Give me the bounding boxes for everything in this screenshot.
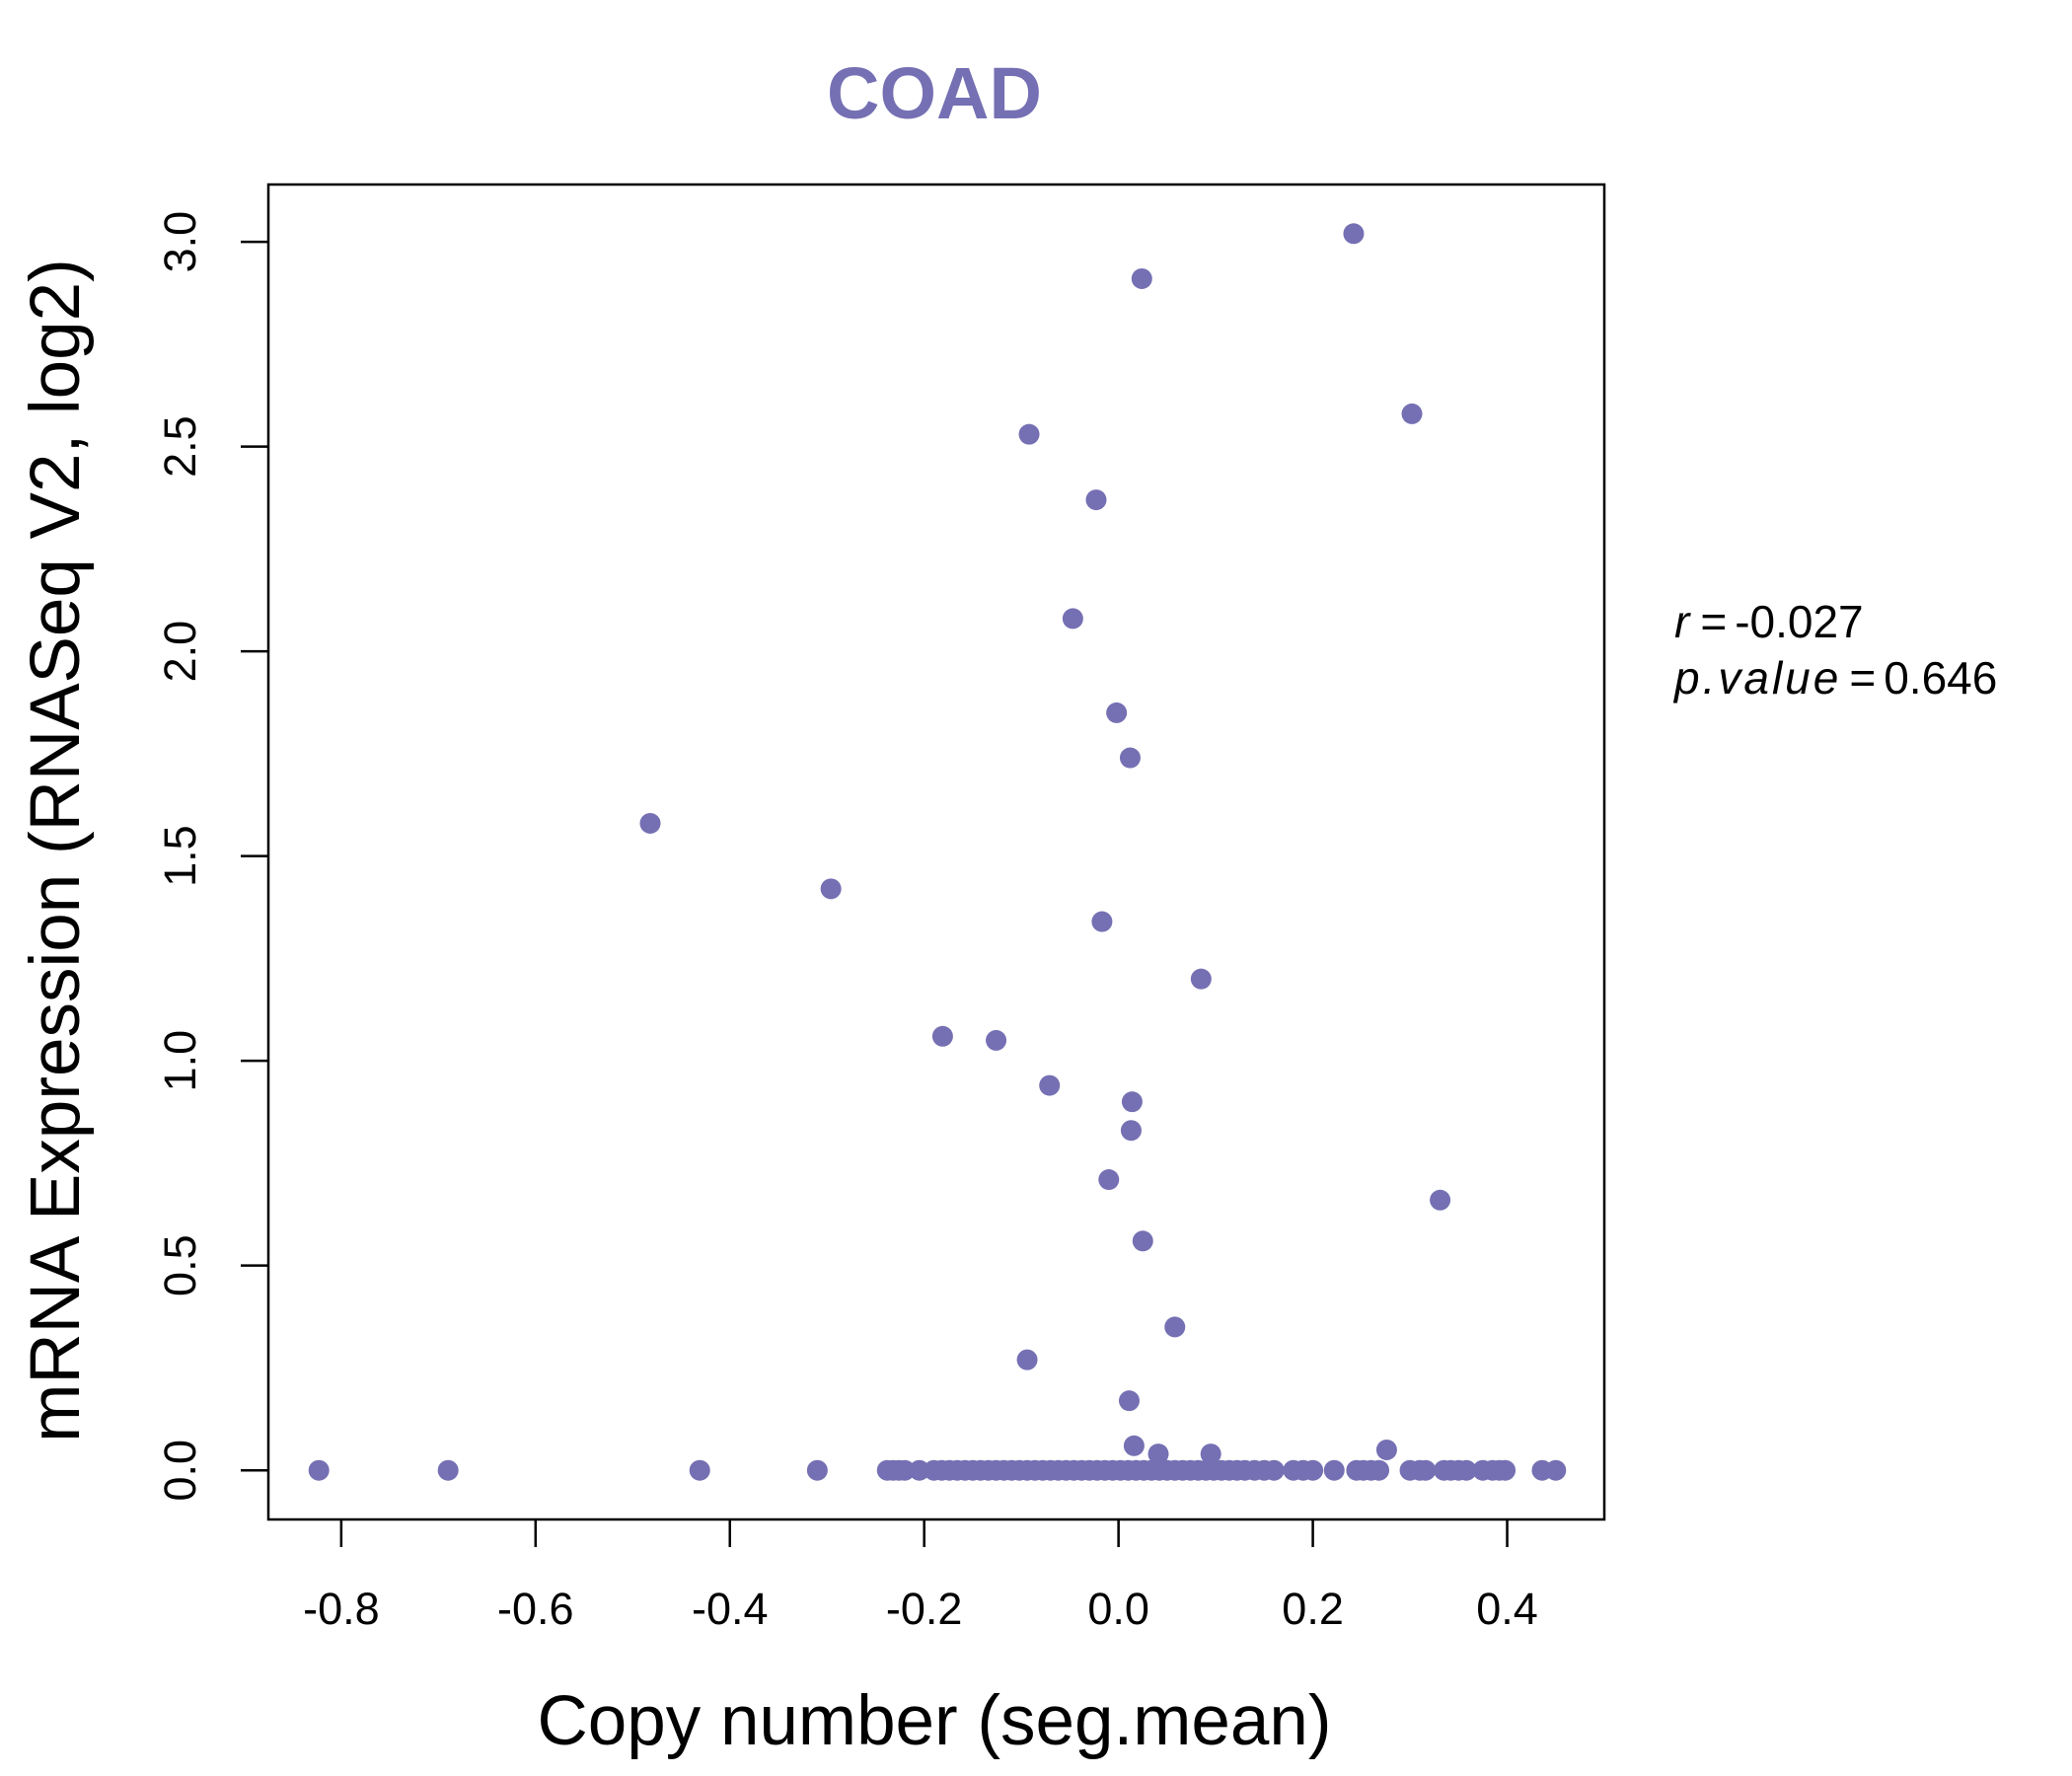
data-point-6	[1106, 702, 1128, 723]
y-tick-label-1: 0.5	[155, 1234, 205, 1296]
data-point-26	[1200, 1443, 1221, 1465]
x-tick-label-6: 0.4	[1476, 1584, 1538, 1634]
data-point-79	[1263, 1459, 1285, 1481]
y-tick-label-3: 1.5	[155, 825, 205, 887]
data-point-100	[1545, 1459, 1567, 1481]
correlation-stat: r = -0.027	[1674, 596, 1864, 647]
data-point-5	[1062, 608, 1083, 629]
data-point-13	[986, 1029, 1007, 1051]
data-point-19	[1132, 1230, 1153, 1252]
data-point-28	[437, 1459, 459, 1481]
x-tick-label-4: 0.0	[1087, 1584, 1149, 1634]
data-point-18	[1430, 1189, 1451, 1211]
y-axis-title: mRNA Expression (RNASeq V2, log2)	[17, 259, 95, 1443]
y-axis: 0.0 0.5 1.0 1.5 2.0 2.5 3.0	[155, 211, 268, 1502]
data-point-94	[1455, 1459, 1477, 1481]
data-point-90	[1415, 1459, 1437, 1481]
chart-title: COAD	[827, 52, 1042, 134]
data-point-25	[1147, 1443, 1169, 1465]
x-tick-label-2: -0.4	[692, 1584, 769, 1634]
p-equals: =	[1849, 652, 1876, 703]
data-point-20	[1164, 1316, 1186, 1338]
data-point-23	[1375, 1439, 1397, 1460]
data-point-30	[806, 1459, 828, 1481]
data-point-9	[820, 878, 842, 900]
data-point-7	[1119, 747, 1141, 769]
data-point-0	[1343, 223, 1365, 245]
data-point-16	[1120, 1120, 1142, 1142]
data-point-83	[1323, 1459, 1345, 1481]
data-point-29	[689, 1459, 710, 1481]
x-tick-label-3: -0.2	[886, 1584, 963, 1634]
y-tick-label-0: 0.0	[155, 1440, 205, 1502]
data-point-24	[1123, 1435, 1145, 1456]
data-point-98	[1495, 1459, 1517, 1481]
data-point-15	[1121, 1091, 1143, 1113]
data-point-4	[1085, 489, 1107, 511]
x-axis: -0.8 -0.6 -0.4 -0.2 0.0 0.2 0.4	[303, 1519, 1538, 1634]
y-tick-label-6: 3.0	[155, 211, 205, 273]
data-point-12	[931, 1025, 953, 1047]
r-value: -0.027	[1735, 596, 1863, 647]
data-point-1	[1131, 267, 1152, 289]
data-point-21	[1016, 1349, 1038, 1370]
data-point-87	[1369, 1459, 1390, 1481]
data-point-8	[639, 812, 661, 834]
data-points	[308, 223, 1567, 1481]
x-tick-label-0: -0.8	[303, 1584, 380, 1634]
p-value-stat: p.value = 0.646	[1672, 652, 1997, 703]
x-tick-label-5: 0.2	[1282, 1584, 1344, 1634]
x-axis-title: Copy number (seg.mean)	[537, 1682, 1331, 1760]
y-tick-label-4: 2.0	[155, 621, 205, 683]
p-value: 0.646	[1884, 652, 1997, 703]
p-label: p.value	[1672, 652, 1841, 703]
data-point-22	[1118, 1390, 1140, 1412]
r-equals: =	[1700, 596, 1727, 647]
data-point-27	[308, 1459, 330, 1481]
data-point-3	[1018, 423, 1040, 445]
y-tick-label-2: 1.0	[155, 1030, 205, 1092]
y-tick-label-5: 2.5	[155, 415, 205, 478]
x-tick-label-1: -0.6	[497, 1584, 574, 1634]
data-point-35	[909, 1459, 930, 1481]
data-point-17	[1098, 1169, 1120, 1191]
data-point-14	[1039, 1074, 1061, 1096]
data-point-10	[1091, 911, 1113, 932]
data-point-82	[1302, 1459, 1324, 1481]
r-label: r	[1674, 596, 1692, 647]
data-point-2	[1401, 403, 1423, 424]
plot-frame	[266, 183, 1606, 1521]
data-point-11	[1190, 968, 1212, 990]
data-point-34	[894, 1459, 916, 1481]
